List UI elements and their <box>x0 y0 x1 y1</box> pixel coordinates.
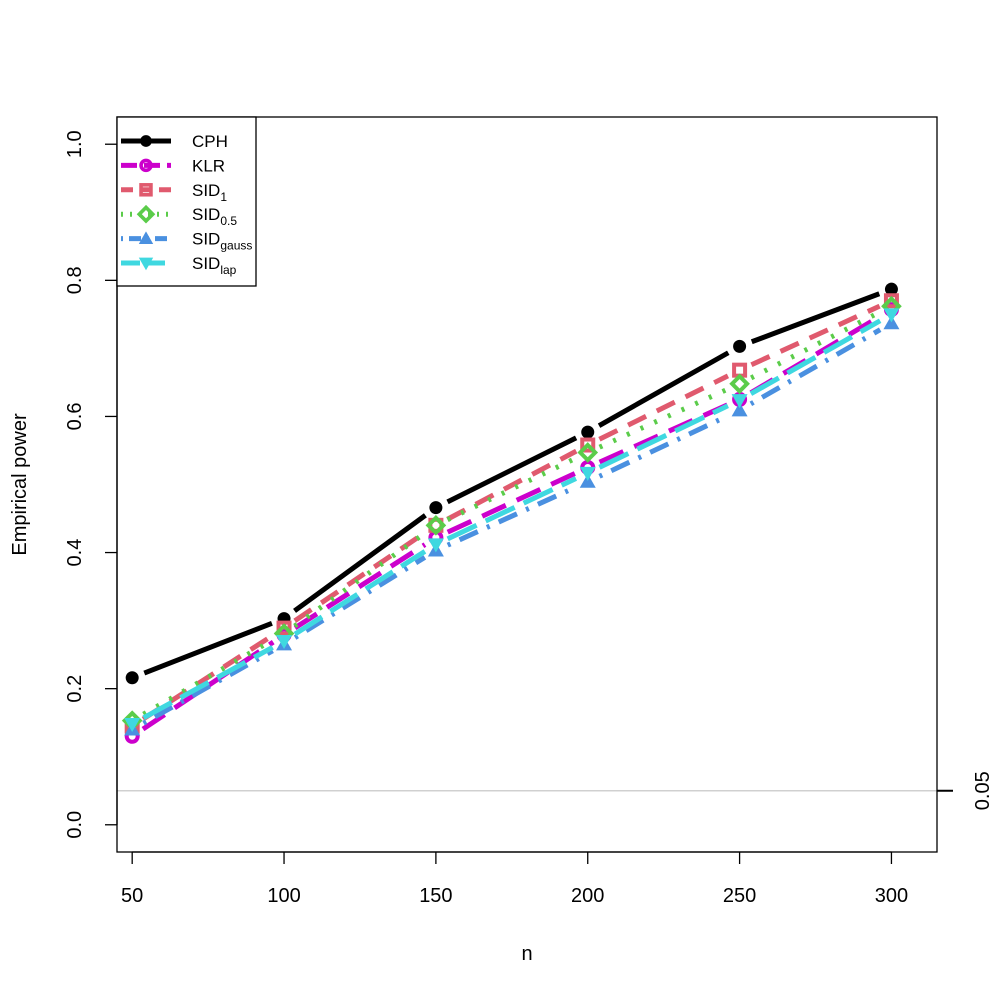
data-point <box>883 308 900 323</box>
series-line-segment <box>749 327 882 407</box>
data-point <box>579 466 596 481</box>
reference-label: 0.05 <box>972 771 994 810</box>
data-point <box>729 373 750 395</box>
series-line-segment <box>293 549 427 637</box>
legend-label: SID1 <box>192 181 227 204</box>
y-axis: 0.0 0.2 0.4 0.6 0.8 1.0 <box>64 130 118 839</box>
series-line-segment <box>293 555 427 640</box>
series-line-segment <box>293 513 427 613</box>
series-line-segment <box>141 633 275 722</box>
y-tick-label: 0.6 <box>64 403 86 431</box>
data-point <box>427 538 444 553</box>
legend-item: KLR <box>121 156 225 175</box>
series-group <box>121 282 902 744</box>
legend-label: KLR <box>192 156 225 175</box>
data-point <box>884 282 898 296</box>
series-line-segment <box>598 413 729 479</box>
series-line-segment <box>750 309 882 381</box>
y-tick-label: 1.0 <box>64 130 86 158</box>
data-point <box>731 394 748 409</box>
data-point <box>733 339 747 353</box>
y-tick-label: 0.2 <box>64 675 86 703</box>
data-point <box>276 635 293 650</box>
data-point <box>581 425 595 439</box>
series-line-segment <box>598 373 730 442</box>
series-line-segment <box>446 476 578 542</box>
y-tick-label: 0.0 <box>64 811 86 839</box>
series-line-segment <box>446 435 578 505</box>
series-1 <box>125 282 898 685</box>
x-tick-label: 200 <box>571 885 604 907</box>
data-point <box>577 442 599 463</box>
series-5 <box>124 315 900 736</box>
series-line-segment <box>142 645 274 721</box>
data-point <box>125 671 139 685</box>
series-line-segment <box>749 318 882 396</box>
legend-marker <box>136 204 156 224</box>
series-line-segment <box>750 291 881 345</box>
data-point <box>580 437 596 453</box>
series-6 <box>124 308 900 733</box>
data-point <box>883 293 899 309</box>
x-axis-label: n <box>521 943 532 965</box>
series-line-segment <box>598 403 729 470</box>
x-tick-label: 250 <box>723 885 756 907</box>
x-tick-label: 50 <box>121 885 143 907</box>
x-tick-label: 150 <box>419 885 452 907</box>
series-line-segment <box>597 350 730 428</box>
series-line-segment <box>446 470 577 535</box>
legend-marker <box>139 158 153 173</box>
data-point <box>124 718 141 733</box>
legend-marker <box>140 135 152 147</box>
legend-marker <box>138 257 154 271</box>
series-2 <box>124 302 899 744</box>
legend-label-subscript: gauss <box>220 239 252 253</box>
legend-label-subscript: 0.5 <box>220 214 237 228</box>
x-tick-label: 300 <box>875 885 908 907</box>
legend-item: SID1 <box>121 181 227 204</box>
legend-item: CPH <box>121 132 228 151</box>
series-line-segment <box>293 542 427 630</box>
legend-label: CPH <box>192 132 228 151</box>
legend-label-subscript: lap <box>220 263 236 277</box>
y-tick-label: 0.8 <box>64 266 86 294</box>
x-tick-label: 100 <box>267 885 300 907</box>
series-line-segment <box>446 484 577 548</box>
x-axis: 50 100 150 200 250 300 <box>121 851 908 907</box>
series-line-segment <box>142 648 274 726</box>
series-line-segment <box>143 620 273 676</box>
y-tick-label: 0.4 <box>64 539 86 567</box>
data-point <box>429 501 443 515</box>
data-point <box>731 402 748 417</box>
data-point <box>276 620 292 636</box>
legend-label-subscript: 1 <box>220 190 227 204</box>
legend-marker <box>138 231 154 244</box>
series-line-segment <box>598 402 729 465</box>
series-line-segment <box>446 448 578 522</box>
series-line-segment <box>750 303 881 368</box>
data-point <box>425 515 447 536</box>
series-line-segment <box>293 530 427 623</box>
legend-marker <box>139 183 153 197</box>
reference-line-group: 0.05 <box>117 771 994 810</box>
y-axis-label: Empirical power <box>9 413 31 556</box>
